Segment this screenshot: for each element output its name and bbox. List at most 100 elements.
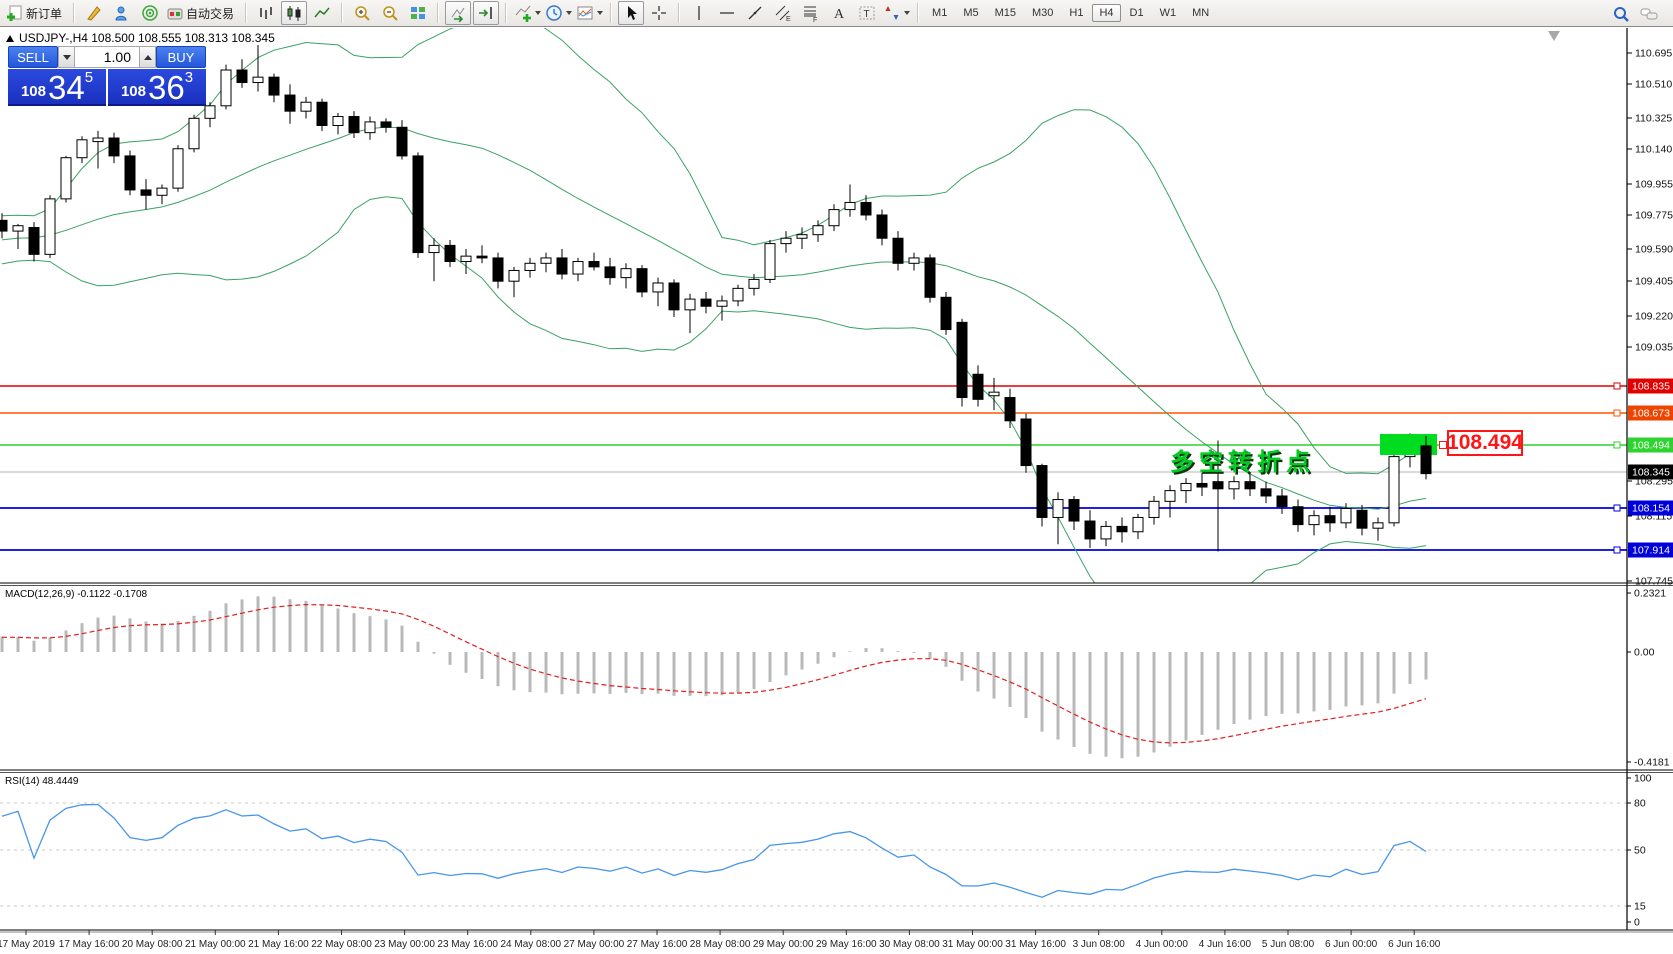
arrows-button[interactable] bbox=[882, 1, 911, 25]
svg-text:23 May 00:00: 23 May 00:00 bbox=[374, 939, 435, 950]
time-axis[interactable]: 17 May 2019 17 May 16:00 20 May 08:00 21 Ma… bbox=[0, 930, 1441, 950]
svg-text:3 Jun 08:00: 3 Jun 08:00 bbox=[1073, 939, 1126, 950]
label-button[interactable]: T bbox=[854, 1, 880, 25]
svg-text:30 May 08:00: 30 May 08:00 bbox=[879, 939, 940, 950]
fibonacci-button[interactable]: F bbox=[798, 1, 824, 25]
svg-text:109.405: 109.405 bbox=[1635, 276, 1673, 288]
line-chart-button[interactable] bbox=[309, 1, 335, 25]
new-order-button[interactable]: 新订单 bbox=[5, 1, 67, 25]
arrows-icon bbox=[883, 4, 901, 22]
svg-text:100: 100 bbox=[1634, 773, 1652, 785]
svg-text:80: 80 bbox=[1634, 798, 1646, 810]
search-button[interactable] bbox=[1608, 2, 1634, 26]
cursor-button[interactable] bbox=[618, 1, 645, 25]
rsi-indicator[interactable] bbox=[0, 802, 1627, 907]
timeframe-h4-button[interactable]: H4 bbox=[1092, 4, 1121, 22]
zoom-in-button[interactable] bbox=[349, 1, 375, 25]
tile-windows-button[interactable] bbox=[405, 1, 431, 25]
horizontal-line-icon bbox=[718, 4, 736, 22]
template-button[interactable] bbox=[575, 1, 604, 25]
trendline-icon bbox=[746, 4, 764, 22]
macd-label: MACD(12,26,9) -0.1122 -0.1708 bbox=[5, 589, 148, 600]
svg-text:23 May 16:00: 23 May 16:00 bbox=[437, 939, 498, 950]
svg-text:109.035: 109.035 bbox=[1635, 342, 1673, 354]
svg-text:109.220: 109.220 bbox=[1635, 311, 1673, 323]
ask-price-box[interactable]: 108 36 3 bbox=[108, 69, 206, 106]
vertical-line-icon bbox=[690, 4, 708, 22]
autotrading-label: 自动交易 bbox=[186, 6, 235, 21]
indicators-icon bbox=[514, 4, 532, 22]
price-level-lines[interactable] bbox=[0, 382, 1627, 554]
channel-button[interactable]: E bbox=[770, 1, 796, 25]
svg-text:A: A bbox=[834, 7, 845, 22]
svg-text:F: F bbox=[813, 17, 817, 22]
toolbar-separator bbox=[678, 3, 681, 23]
signals-button[interactable] bbox=[137, 1, 163, 25]
svg-text:108.154: 108.154 bbox=[1632, 503, 1670, 515]
timeframe-m5-button[interactable]: M5 bbox=[963, 7, 979, 19]
chart-annotation-text[interactable]: 多空转折点 bbox=[1170, 449, 1315, 476]
trendline-button[interactable] bbox=[742, 1, 768, 25]
svg-text:110.510: 110.510 bbox=[1635, 79, 1672, 91]
toolbar-separator bbox=[73, 3, 76, 23]
candles-layer[interactable] bbox=[0, 44, 1416, 552]
indicators-button[interactable] bbox=[513, 1, 542, 25]
vertical-line-button[interactable] bbox=[686, 1, 712, 25]
svg-text:-0.4181: -0.4181 bbox=[1634, 757, 1670, 769]
svg-text:6 Jun 16:00: 6 Jun 16:00 bbox=[1388, 939, 1441, 950]
auto-scroll-icon bbox=[449, 4, 467, 23]
timeframe-m15-button[interactable]: M15 bbox=[994, 7, 1016, 19]
volume-increase-button[interactable] bbox=[139, 46, 156, 68]
macd-indicator[interactable] bbox=[0, 596, 1428, 759]
period-clock-icon bbox=[545, 4, 563, 22]
timeframe-mn-button[interactable]: MN bbox=[1192, 7, 1210, 19]
toolbar-separator bbox=[610, 3, 613, 23]
volume-decrease-button[interactable] bbox=[58, 46, 75, 68]
bid-prefix: 108 bbox=[20, 83, 46, 100]
one-click-trading-panel: SELL BUY 108 34 5 108 36 3 bbox=[8, 46, 206, 106]
crosshair-button[interactable] bbox=[646, 1, 672, 25]
pencil-button[interactable] bbox=[81, 1, 107, 25]
bid-price-box[interactable]: 108 34 5 bbox=[8, 69, 106, 106]
period-clock-button[interactable] bbox=[544, 1, 573, 25]
sell-button[interactable]: SELL bbox=[8, 46, 58, 68]
horizontal-line-button[interactable] bbox=[714, 1, 740, 25]
chart-canvas[interactable]: 110.695 110.510 110.325 110.140 109.955 109.7… bbox=[0, 28, 1673, 954]
timeframe-d1-button[interactable]: D1 bbox=[1129, 7, 1144, 19]
timeframe-m1-button[interactable]: M1 bbox=[932, 7, 948, 19]
toolbar-separator bbox=[505, 3, 508, 23]
chart-shift-marker-icon[interactable] bbox=[1548, 31, 1560, 41]
autotrading-button[interactable]: 自动交易 bbox=[165, 1, 239, 25]
bar-chart-button[interactable] bbox=[253, 1, 279, 25]
svg-text:29 May 00:00: 29 May 00:00 bbox=[753, 939, 814, 950]
timeframe-h1-button[interactable]: H1 bbox=[1069, 7, 1084, 19]
chart-shift-button[interactable] bbox=[473, 1, 500, 25]
price-callout-label[interactable]: 108.494 bbox=[1447, 430, 1523, 456]
last-candle[interactable] bbox=[1420, 436, 1432, 480]
svg-text:0.2321: 0.2321 bbox=[1634, 588, 1666, 600]
tile-windows-icon bbox=[409, 4, 427, 22]
timeframe-m30-button[interactable]: M30 bbox=[1032, 7, 1054, 19]
callout-anchor-square[interactable] bbox=[1439, 441, 1447, 449]
svg-text:0: 0 bbox=[1634, 917, 1640, 929]
svg-text:109.775: 109.775 bbox=[1635, 210, 1673, 222]
svg-text:31 May 00:00: 31 May 00:00 bbox=[942, 939, 1003, 950]
text-button[interactable]: A bbox=[826, 1, 852, 25]
quote-panel-prices: 108 34 5 108 36 3 bbox=[8, 69, 206, 106]
bar-chart-icon bbox=[257, 4, 275, 22]
collapse-triangle-icon[interactable] bbox=[6, 34, 14, 42]
caret-down-icon bbox=[904, 11, 911, 15]
new-order-icon bbox=[6, 4, 24, 22]
svg-text:21 May 16:00: 21 May 16:00 bbox=[248, 939, 309, 950]
candlestick-button[interactable] bbox=[281, 1, 308, 25]
svg-text:5 Jun 08:00: 5 Jun 08:00 bbox=[1262, 939, 1315, 950]
zoom-out-button[interactable] bbox=[377, 1, 403, 25]
chat-button[interactable] bbox=[1636, 2, 1662, 26]
buy-button[interactable]: BUY bbox=[156, 46, 206, 68]
auto-scroll-button[interactable] bbox=[445, 1, 472, 25]
market-button[interactable] bbox=[109, 1, 135, 25]
price-axis[interactable]: 110.695 110.510 110.325 110.140 109.955 109.7… bbox=[1627, 48, 1673, 929]
svg-text:31 May 16:00: 31 May 16:00 bbox=[1005, 939, 1066, 950]
timeframe-w1-button[interactable]: W1 bbox=[1159, 7, 1177, 19]
volume-input[interactable] bbox=[75, 46, 139, 68]
